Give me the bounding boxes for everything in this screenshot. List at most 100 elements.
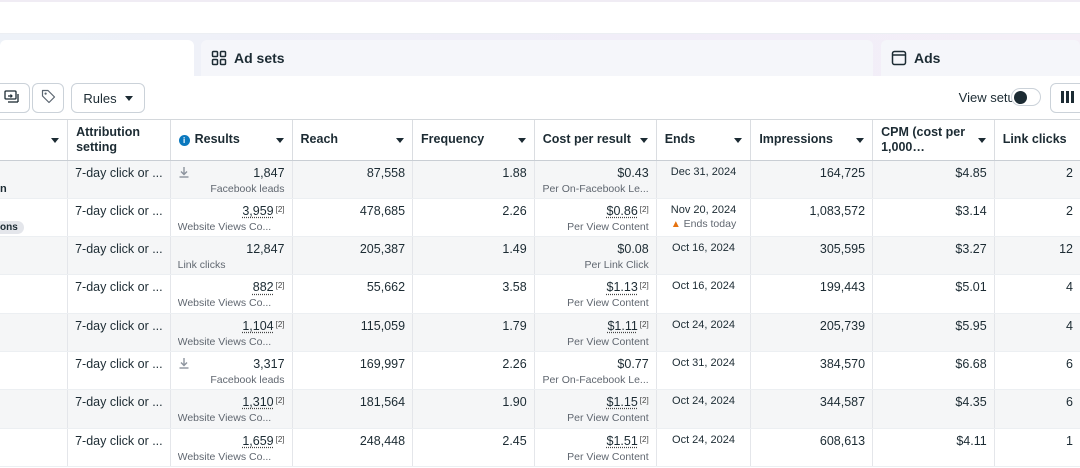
view-setup-toggle[interactable]: [1011, 88, 1041, 106]
cost-value[interactable]: $1.11: [607, 318, 638, 333]
chevron-down-icon: [51, 138, 60, 143]
impressions-cell: 608,613: [750, 428, 874, 467]
col-cost-header[interactable]: Cost per result: [534, 120, 657, 161]
columns-button[interactable]: [1050, 83, 1080, 113]
chevron-down-icon: [856, 138, 865, 143]
ends-cell: Nov 20, 2024 ▲ Ends today: [656, 198, 752, 238]
table-row[interactable]: ons 7-day click or ... 3,959 [2] Website Vie…: [0, 198, 1080, 238]
table-row[interactable]: 7-day click or ... 12,847 Link clicks 205,3…: [0, 236, 1080, 276]
top-bar: [0, 0, 1080, 34]
frequency-cell: 1.49: [412, 236, 535, 276]
info-icon[interactable]: i: [178, 135, 190, 147]
cost-value[interactable]: $1.13: [606, 280, 638, 295]
col-impressions-header[interactable]: Impressions: [750, 120, 874, 161]
results-cell: 1,104 [2] Website Views Co...: [170, 313, 293, 352]
cpm-value: $6.68: [955, 356, 987, 371]
duplicate-icon: [4, 89, 20, 107]
impressions-cell: 205,739: [750, 313, 874, 352]
link-clicks-value: 6: [1066, 356, 1073, 371]
col-frequency-header[interactable]: Frequency: [412, 120, 535, 161]
name-cell[interactable]: ons: [0, 198, 69, 238]
ends-cell: Oct 16, 2024: [656, 236, 752, 276]
ends-date: Nov 20, 2024: [670, 203, 737, 216]
cost-type: Per On-Facebook Le...: [542, 373, 649, 386]
col-results-header[interactable]: i Results: [170, 120, 293, 161]
warning-icon: ▲: [670, 218, 681, 230]
cost-footnote: [2]: [639, 396, 649, 406]
result-value: 3,317: [253, 356, 285, 371]
name-cell[interactable]: n: [0, 160, 69, 199]
frequency-value: 1.90: [502, 395, 527, 410]
cost-value[interactable]: $1.15: [606, 395, 638, 410]
cost-value[interactable]: $0.86: [606, 203, 638, 218]
col-name-header[interactable]: [0, 120, 69, 161]
frequency-value: 2.26: [502, 356, 527, 371]
link-clicks-cell: 6: [994, 351, 1080, 391]
result-footnote: [2]: [275, 396, 285, 406]
link-clicks-cell: 1: [994, 428, 1080, 467]
table-row[interactable]: 7-day click or ... 1,104 [2] Website Views …: [0, 313, 1080, 352]
result-value[interactable]: 882: [252, 280, 274, 295]
result-footnote: [2]: [275, 434, 285, 444]
col-cpm-header[interactable]: CPM (cost per 1,000…: [872, 120, 995, 161]
tag-icon: [41, 89, 56, 107]
attribution-value: 7-day click or ...: [75, 203, 163, 218]
impressions-value: 205,739: [819, 318, 866, 333]
duplicate-button[interactable]: [0, 83, 30, 113]
ends-date: Oct 24, 2024: [672, 318, 736, 331]
header-label: Results: [194, 132, 240, 147]
ends-date: Oct 16, 2024: [672, 242, 736, 255]
col-ends-header[interactable]: Ends: [656, 120, 752, 161]
rules-dropdown[interactable]: Rules: [71, 83, 145, 113]
result-value[interactable]: 1,659: [242, 433, 274, 448]
tab-ad-sets[interactable]: Ad sets: [201, 40, 873, 76]
cost-cell: $0.86 [2] Per View Content: [534, 198, 657, 238]
name-cell[interactable]: [0, 313, 69, 352]
cost-cell: $0.77 Per On-Facebook Le...: [534, 351, 657, 391]
col-attribution-header[interactable]: Attribution setting: [67, 120, 171, 161]
table-row[interactable]: 7-day click or ... 882 [2] Website Views Co…: [0, 274, 1080, 314]
table-row[interactable]: 7-day click or ... 1,659 [2] Website Views …: [0, 428, 1080, 467]
ends-date: Oct 24, 2024: [672, 433, 736, 446]
tab-campaigns[interactable]: [0, 40, 194, 76]
name-cell[interactable]: [0, 236, 69, 276]
frequency-cell: 1.90: [412, 389, 535, 429]
cost-value[interactable]: $1.51: [606, 433, 638, 448]
cpm-cell: $5.01: [872, 274, 995, 314]
link-clicks-value: 1: [1066, 433, 1073, 448]
cost-footnote: [2]: [639, 434, 649, 444]
tag-button[interactable]: [32, 83, 64, 113]
col-reach-header[interactable]: Reach: [292, 120, 414, 161]
result-value[interactable]: 1,104: [242, 318, 274, 333]
attribution-cell: 7-day click or ...: [67, 428, 171, 467]
attribution-cell: 7-day click or ...: [67, 389, 171, 429]
name-cell[interactable]: [0, 428, 69, 467]
result-value[interactable]: 1,310: [242, 395, 274, 410]
impressions-value: 199,443: [819, 280, 866, 295]
chevron-down-icon: [124, 95, 133, 101]
name-cell[interactable]: [0, 389, 69, 429]
link-clicks-value: 12: [1059, 242, 1073, 257]
link-clicks-cell: 6: [994, 389, 1080, 429]
link-clicks-cell: 2: [994, 160, 1080, 199]
link-clicks-cell: 2: [994, 198, 1080, 238]
table-row[interactable]: 7-day click or ... 3,317 Facebook leads 169…: [0, 351, 1080, 391]
ad-sets-table: Attribution setting i Results Reach Frequ…: [0, 119, 1080, 468]
result-value[interactable]: 3,959: [242, 203, 274, 218]
link-clicks-value: 2: [1066, 203, 1073, 218]
cost-footnote: [2]: [639, 319, 649, 329]
frequency-value: 1.88: [502, 165, 527, 180]
attribution-cell: 7-day click or ...: [67, 160, 171, 199]
chevron-down-icon: [977, 138, 986, 143]
reach-cell: 169,997: [292, 351, 414, 391]
name-cell[interactable]: [0, 351, 69, 391]
chevron-down-icon: [734, 138, 743, 143]
table-row[interactable]: 7-day click or ... 1,310 [2] Website Views …: [0, 389, 1080, 429]
name-cell[interactable]: [0, 274, 69, 314]
col-link-clicks-header[interactable]: Link clicks: [994, 120, 1080, 161]
tab-ads[interactable]: Ads: [881, 40, 1080, 76]
table-row[interactable]: n 7-day click or ... 1,847 Facebook leads 87…: [0, 160, 1080, 199]
cpm-value: $4.85: [955, 165, 987, 180]
cost-cell: $1.51 [2] Per View Content: [534, 428, 657, 467]
ends-date: Oct 24, 2024: [672, 395, 736, 408]
